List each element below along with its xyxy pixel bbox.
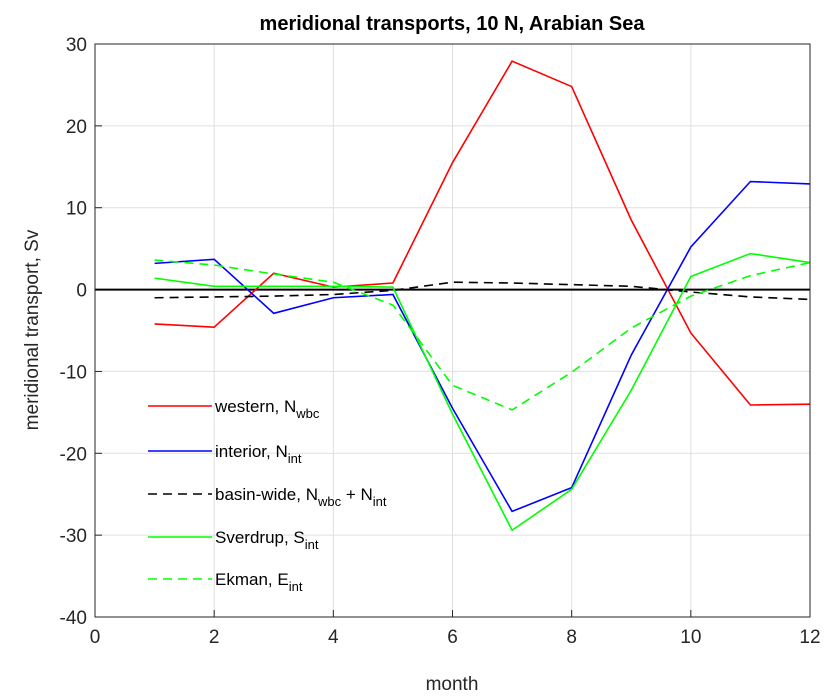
x-tick-label: 10 bbox=[680, 627, 701, 648]
x-tick-label: 0 bbox=[90, 627, 101, 648]
y-tick-label: -10 bbox=[60, 362, 87, 383]
y-tick-label: 10 bbox=[66, 199, 87, 220]
legend-subscript: int bbox=[288, 451, 302, 466]
x-tick-label: 4 bbox=[328, 627, 339, 648]
series-line bbox=[154, 180, 811, 513]
x-axis-label: month bbox=[426, 674, 479, 695]
series-line bbox=[154, 60, 811, 406]
legend-subscript: int bbox=[373, 494, 387, 509]
legend-text: + N bbox=[341, 485, 373, 504]
y-axis-label: meridional transport, Sv bbox=[22, 229, 43, 430]
legend-label: basin-wide, Nwbc + Nint bbox=[215, 485, 387, 509]
y-tick-label: -40 bbox=[60, 608, 87, 629]
legend-label: western, Nwbc bbox=[214, 397, 320, 421]
chart-title: meridional transports, 10 N, Arabian Sea bbox=[260, 13, 646, 35]
y-tick-label: 30 bbox=[66, 35, 87, 56]
legend-subscript: wbc bbox=[295, 406, 320, 421]
series-line bbox=[154, 259, 811, 411]
legend-text: western, N bbox=[214, 397, 296, 416]
y-tick-label: -20 bbox=[60, 444, 87, 465]
y-tick-label: 20 bbox=[66, 117, 87, 138]
legend-label: Sverdrup, Sint bbox=[215, 528, 319, 552]
legend-subscript: int bbox=[289, 579, 303, 594]
series-line bbox=[154, 252, 811, 532]
x-tick-label: 6 bbox=[447, 627, 458, 648]
legend-text: Ekman, E bbox=[215, 570, 289, 589]
y-tick-label: -30 bbox=[60, 526, 87, 547]
x-tick-label: 12 bbox=[799, 627, 820, 648]
y-tick-label: 0 bbox=[76, 281, 87, 302]
legend-label: interior, Nint bbox=[215, 442, 302, 466]
legend-text: interior, N bbox=[215, 442, 288, 461]
x-tick-label: 2 bbox=[209, 627, 220, 648]
legend-text: basin-wide, N bbox=[215, 485, 318, 504]
x-tick-label: 8 bbox=[566, 627, 577, 648]
legend-text: Sverdrup, S bbox=[215, 528, 305, 547]
legend-label: Ekman, Eint bbox=[215, 570, 303, 594]
axes-box bbox=[94, 43, 811, 618]
legend-subscript: wbc bbox=[317, 494, 342, 509]
legend-subscript: int bbox=[305, 537, 319, 552]
